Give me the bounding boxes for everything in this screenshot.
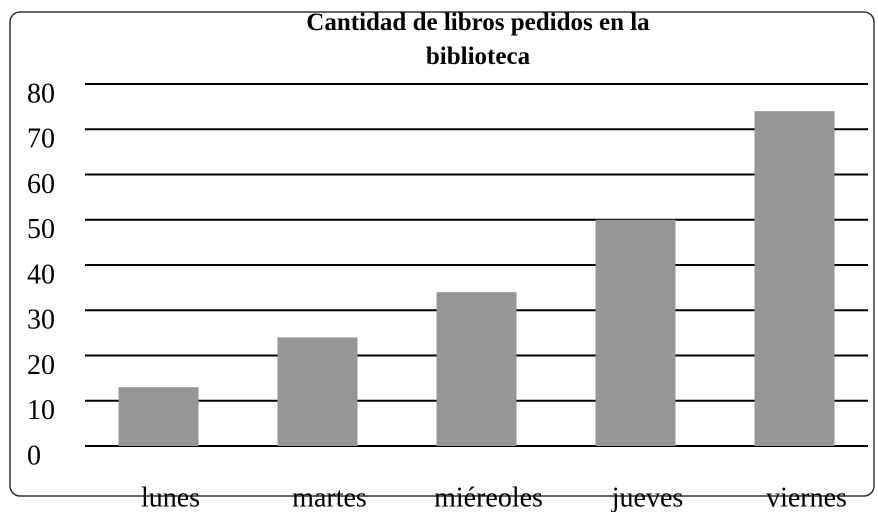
bar: [436, 292, 517, 446]
bar: [754, 111, 835, 447]
x-tick-label: martes: [292, 482, 367, 512]
bar: [277, 337, 358, 446]
chart-title: Cantidad de libros pedidos en la bibliot…: [306, 9, 650, 70]
chart-frame: [9, 11, 875, 497]
y-tick-label: 30: [27, 305, 55, 336]
y-tick-label: 10: [27, 395, 55, 426]
y-tick-label: 0: [27, 440, 41, 471]
y-tick-label: 60: [27, 169, 55, 200]
x-tick-label: lunes: [141, 482, 200, 512]
y-tick-label: 80: [27, 78, 55, 109]
y-tick-label: 40: [27, 259, 55, 290]
x-tick-label: miéreoles: [434, 482, 543, 512]
y-tick-label: 50: [27, 214, 55, 245]
y-tick-label: 70: [27, 124, 55, 155]
y-tick-label: 20: [27, 350, 55, 381]
bar: [595, 219, 676, 446]
x-tick-label: viernes: [766, 482, 847, 512]
bar: [118, 387, 199, 446]
x-tick-label: jueves: [611, 482, 684, 512]
